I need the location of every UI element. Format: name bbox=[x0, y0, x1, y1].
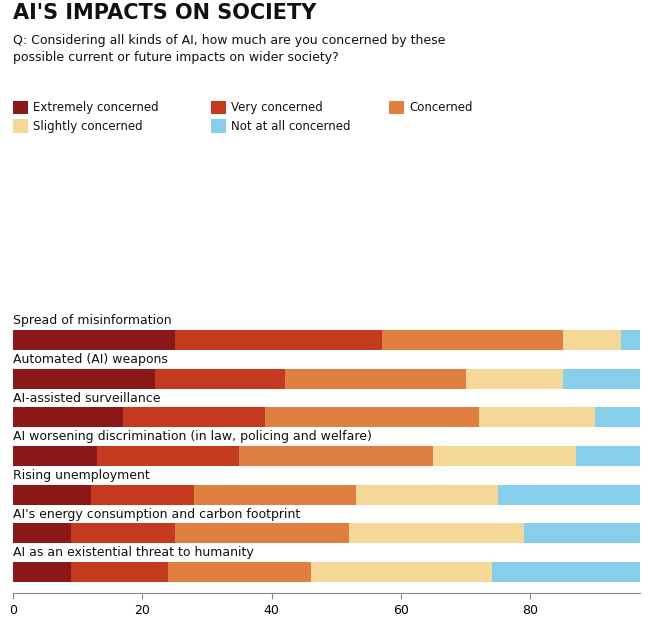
Bar bbox=[356, 485, 498, 505]
Text: AI-assisted surveillance: AI-assisted surveillance bbox=[13, 392, 160, 405]
Bar bbox=[478, 407, 595, 428]
Bar bbox=[498, 485, 640, 505]
Bar bbox=[562, 330, 621, 350]
Bar bbox=[175, 330, 381, 350]
Bar bbox=[240, 446, 434, 466]
Bar bbox=[13, 407, 123, 428]
Bar bbox=[13, 485, 91, 505]
Bar bbox=[492, 562, 647, 582]
Bar bbox=[168, 562, 311, 582]
Text: AI'S IMPACTS ON SOCIETY: AI'S IMPACTS ON SOCIETY bbox=[13, 3, 317, 23]
Text: AI worsening discrimination (in law, policing and welfare): AI worsening discrimination (in law, pol… bbox=[13, 430, 372, 443]
Bar bbox=[91, 485, 194, 505]
Bar bbox=[194, 485, 356, 505]
Bar bbox=[576, 446, 653, 466]
Text: Not at all concerned: Not at all concerned bbox=[231, 119, 350, 132]
Bar bbox=[13, 562, 71, 582]
Bar bbox=[71, 523, 175, 543]
Bar bbox=[265, 407, 478, 428]
Bar bbox=[381, 330, 562, 350]
Bar bbox=[13, 446, 97, 466]
Bar bbox=[123, 407, 265, 428]
Bar bbox=[595, 407, 653, 428]
Bar bbox=[155, 368, 284, 389]
Text: Spread of misinformation: Spread of misinformation bbox=[13, 314, 172, 327]
Bar bbox=[524, 523, 647, 543]
Bar bbox=[175, 523, 349, 543]
Bar bbox=[466, 368, 562, 389]
Bar bbox=[71, 562, 168, 582]
Text: Slightly concerned: Slightly concerned bbox=[33, 119, 143, 132]
Bar bbox=[13, 523, 71, 543]
Bar bbox=[562, 368, 640, 389]
Bar bbox=[284, 368, 466, 389]
Text: Rising unemployment: Rising unemployment bbox=[13, 469, 150, 482]
Bar bbox=[621, 330, 640, 350]
Bar bbox=[349, 523, 524, 543]
Text: Automated (AI) weapons: Automated (AI) weapons bbox=[13, 353, 168, 366]
Text: Q: Considering all kinds of AI, how much are you concerned by these
possible cur: Q: Considering all kinds of AI, how much… bbox=[13, 34, 446, 64]
Bar bbox=[13, 368, 155, 389]
Text: Concerned: Concerned bbox=[409, 101, 473, 114]
Text: AI as an existential threat to humanity: AI as an existential threat to humanity bbox=[13, 546, 254, 559]
Bar bbox=[13, 330, 175, 350]
Text: Very concerned: Very concerned bbox=[231, 101, 323, 114]
Text: Extremely concerned: Extremely concerned bbox=[33, 101, 158, 114]
Bar bbox=[97, 446, 240, 466]
Text: AI's energy consumption and carbon footprint: AI's energy consumption and carbon footp… bbox=[13, 507, 300, 520]
Bar bbox=[311, 562, 492, 582]
Bar bbox=[434, 446, 576, 466]
